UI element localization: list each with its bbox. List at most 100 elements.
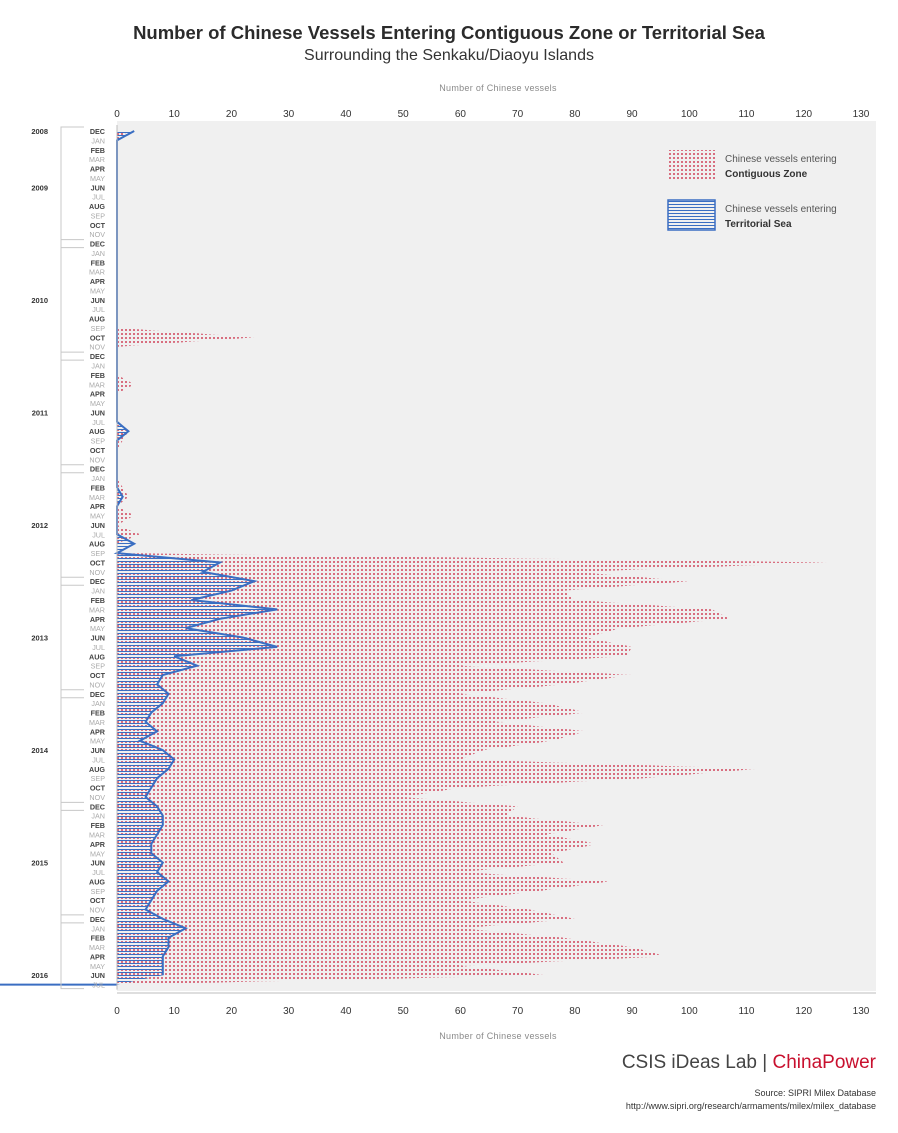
month-tick-label: APR <box>90 615 106 624</box>
month-tick-label: MAR <box>89 268 105 277</box>
month-tick-label: JUL <box>92 868 105 877</box>
month-tick-label: DEC <box>90 240 105 249</box>
month-tick-label: JAN <box>91 136 105 145</box>
month-tick-label: DEC <box>90 915 105 924</box>
x-tick-label-bottom: 120 <box>795 1006 812 1017</box>
month-tick-label: OCT <box>90 558 106 567</box>
month-tick-label: MAY <box>90 286 105 295</box>
month-tick-label: OCT <box>90 446 106 455</box>
month-tick-label: DEC <box>90 577 105 586</box>
month-tick-label: MAR <box>89 493 105 502</box>
x-tick-label-bottom: 10 <box>169 1006 181 1017</box>
month-tick-label: JUN <box>91 634 105 643</box>
month-tick-label: JAN <box>91 924 105 933</box>
month-tick-label: JUL <box>92 418 105 427</box>
month-tick-label: SEP <box>91 774 106 783</box>
month-tick-label: SEP <box>91 549 106 558</box>
month-tick-label: JUL <box>92 755 105 764</box>
x-tick-label-top: 50 <box>398 109 410 120</box>
month-tick-label: JUN <box>91 183 105 192</box>
x-tick-label-bottom: 50 <box>398 1006 410 1017</box>
month-tick-label: JUN <box>91 859 105 868</box>
month-tick-label: AUG <box>89 427 105 436</box>
year-label: 2016 <box>31 971 48 980</box>
month-tick-label: SEP <box>91 887 106 896</box>
year-bracket <box>60 801 84 924</box>
month-tick-label: JAN <box>91 699 105 708</box>
month-tick-label: SEP <box>91 211 106 220</box>
x-tick-label-top: 20 <box>226 109 238 120</box>
month-tick-label: FEB <box>91 483 105 492</box>
month-tick-label: JUN <box>91 746 105 755</box>
brand-separator: | <box>762 1052 768 1073</box>
month-tick-label: FEB <box>91 146 105 155</box>
month-tick-label: NOV <box>89 455 105 464</box>
month-tick-label: APR <box>90 502 106 511</box>
year-label: 2014 <box>31 746 49 755</box>
x-axis-label-bottom: Number of Chinese vessels <box>439 1031 557 1041</box>
month-tick-label: NOV <box>89 568 105 577</box>
x-tick-label-bottom: 70 <box>512 1006 524 1017</box>
year-label: 2012 <box>31 521 48 530</box>
legend-swatch-contiguous-zone <box>668 150 715 180</box>
month-tick-label: APR <box>90 390 106 399</box>
month-tick-label: MAY <box>90 399 105 408</box>
x-tick-label-top: 10 <box>169 109 181 120</box>
month-tick-label: OCT <box>90 784 106 793</box>
month-tick-label: AUG <box>89 652 105 661</box>
x-tick-label-bottom: 60 <box>455 1006 467 1017</box>
chart-canvas: 0 0 10 10 20 20 30 30 40 40 50 50 60 60 70 70 80 80 90 90 10… <box>0 109 876 1017</box>
year-bracket <box>60 576 84 699</box>
x-tick-label-top: 80 <box>569 109 581 120</box>
month-tick-label: MAR <box>89 605 105 614</box>
chart-title: Number of Chinese Vessels Entering Conti… <box>133 22 765 43</box>
month-tick-label: SEP <box>91 662 106 671</box>
x-tick-label-top: 110 <box>739 109 755 120</box>
x-tick-label-top: 0 <box>114 109 120 120</box>
month-tick-label: JAN <box>91 362 105 371</box>
month-tick-label: OCT <box>90 896 106 905</box>
month-tick-label: NOV <box>89 906 105 915</box>
month-tick-label: SEP <box>91 437 106 446</box>
month-tick-label: DEC <box>90 127 105 136</box>
series-area-territorial-sea <box>117 131 278 985</box>
month-tick-label: JUL <box>92 643 105 652</box>
month-tick-label: FEB <box>91 371 105 380</box>
month-tick-label: SEP <box>91 324 106 333</box>
year-bracket <box>60 126 84 249</box>
x-tick-label-bottom: 40 <box>340 1006 352 1017</box>
x-tick-label-bottom: 80 <box>569 1006 581 1017</box>
year-label: 2010 <box>31 296 48 305</box>
month-tick-label: AUG <box>89 202 105 211</box>
month-tick-label: MAR <box>89 718 105 727</box>
year-bracket <box>60 914 84 990</box>
x-tick-label-bottom: 110 <box>739 1006 755 1017</box>
month-tick-label: APR <box>90 277 106 286</box>
x-tick-label-top: 40 <box>340 109 352 120</box>
year-bracket <box>60 689 84 811</box>
month-tick-label: MAR <box>89 380 105 389</box>
month-tick-label: DEC <box>90 352 105 361</box>
brand-main: CSIS iDeas Lab <box>621 1052 757 1073</box>
year-label: 2008 <box>31 127 48 136</box>
month-tick-label: AUG <box>89 877 105 886</box>
month-tick-label: FEB <box>91 596 105 605</box>
month-tick-label: MAY <box>90 174 105 183</box>
month-tick-label: JAN <box>91 812 105 821</box>
month-tick-label: MAR <box>89 155 105 164</box>
legend-text: Chinese vessels entering <box>725 204 837 215</box>
year-label: 2011 <box>32 408 48 417</box>
month-tick-label: JAN <box>91 474 105 483</box>
month-tick-label: JUL <box>92 530 105 539</box>
month-tick-label: APR <box>90 165 106 174</box>
x-tick-label-top: 120 <box>795 109 812 120</box>
month-tick-label: NOV <box>89 793 105 802</box>
month-tick-label: MAY <box>90 962 105 971</box>
x-tick-label-top: 130 <box>853 109 870 120</box>
brand-accent: ChinaPower <box>772 1052 877 1073</box>
legend-swatch-territorial-sea <box>667 199 716 231</box>
series-area-contiguous-zone <box>117 131 827 985</box>
legend-text-bold: Contiguous Zone <box>725 169 808 180</box>
legend-text: Chinese vessels entering <box>725 154 837 165</box>
year-bracket <box>60 464 84 586</box>
